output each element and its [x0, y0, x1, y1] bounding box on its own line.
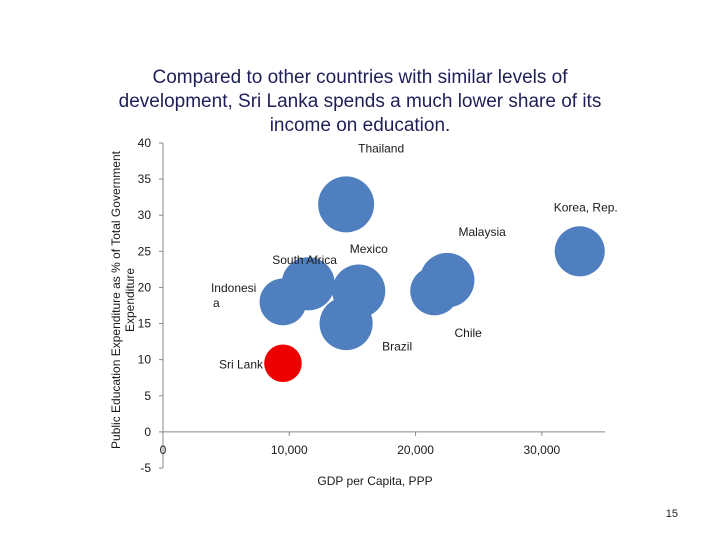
bubble-chile	[410, 266, 459, 316]
bubble-sri-lanka	[264, 344, 302, 383]
bubble-label-sri-lanka: Sri Lank	[219, 357, 264, 371]
page-number: 15	[665, 508, 678, 520]
y-tick-label: 25	[138, 244, 152, 258]
y-tick-label: 35	[138, 172, 152, 186]
bubble-indonesia	[259, 278, 307, 326]
y-tick-label: 0	[144, 425, 151, 439]
bubble-label-mexico: Mexico	[350, 242, 388, 256]
x-tick-label: 10,000	[271, 443, 308, 457]
y-tick-label: 40	[138, 136, 152, 150]
bubble-label-chile: Chile	[455, 326, 483, 340]
x-tick-label: 30,000	[524, 443, 561, 457]
y-tick-label: 5	[144, 389, 151, 403]
y-tick-label: 20	[138, 280, 152, 294]
bubble-korea-rep-	[554, 226, 605, 277]
bubble-label-korea-rep-: Korea, Rep.	[554, 200, 618, 214]
bubble-label-malaysia: Malaysia	[458, 225, 506, 239]
y-tick-label: 10	[138, 353, 152, 367]
bubble-label-thailand: Thailand	[358, 141, 404, 155]
chart-title: Compared to other countries with similar…	[118, 67, 602, 136]
bubble-thailand	[318, 176, 375, 233]
y-tick-label: -5	[140, 461, 151, 475]
y-tick-label: 30	[138, 208, 152, 222]
x-tick-label: 20,000	[397, 443, 434, 457]
bubble-brazil	[319, 296, 373, 351]
bubble-label-indonesia: Indonesi a	[211, 281, 256, 310]
x-axis-label: GDP per Capita, PPP	[317, 474, 432, 488]
x-tick-label: 0	[160, 443, 167, 457]
bubble-label-south-africa: South Africa	[272, 253, 337, 267]
bubble-label-brazil: Brazil	[382, 340, 412, 354]
y-tick-label: 15	[138, 317, 152, 331]
